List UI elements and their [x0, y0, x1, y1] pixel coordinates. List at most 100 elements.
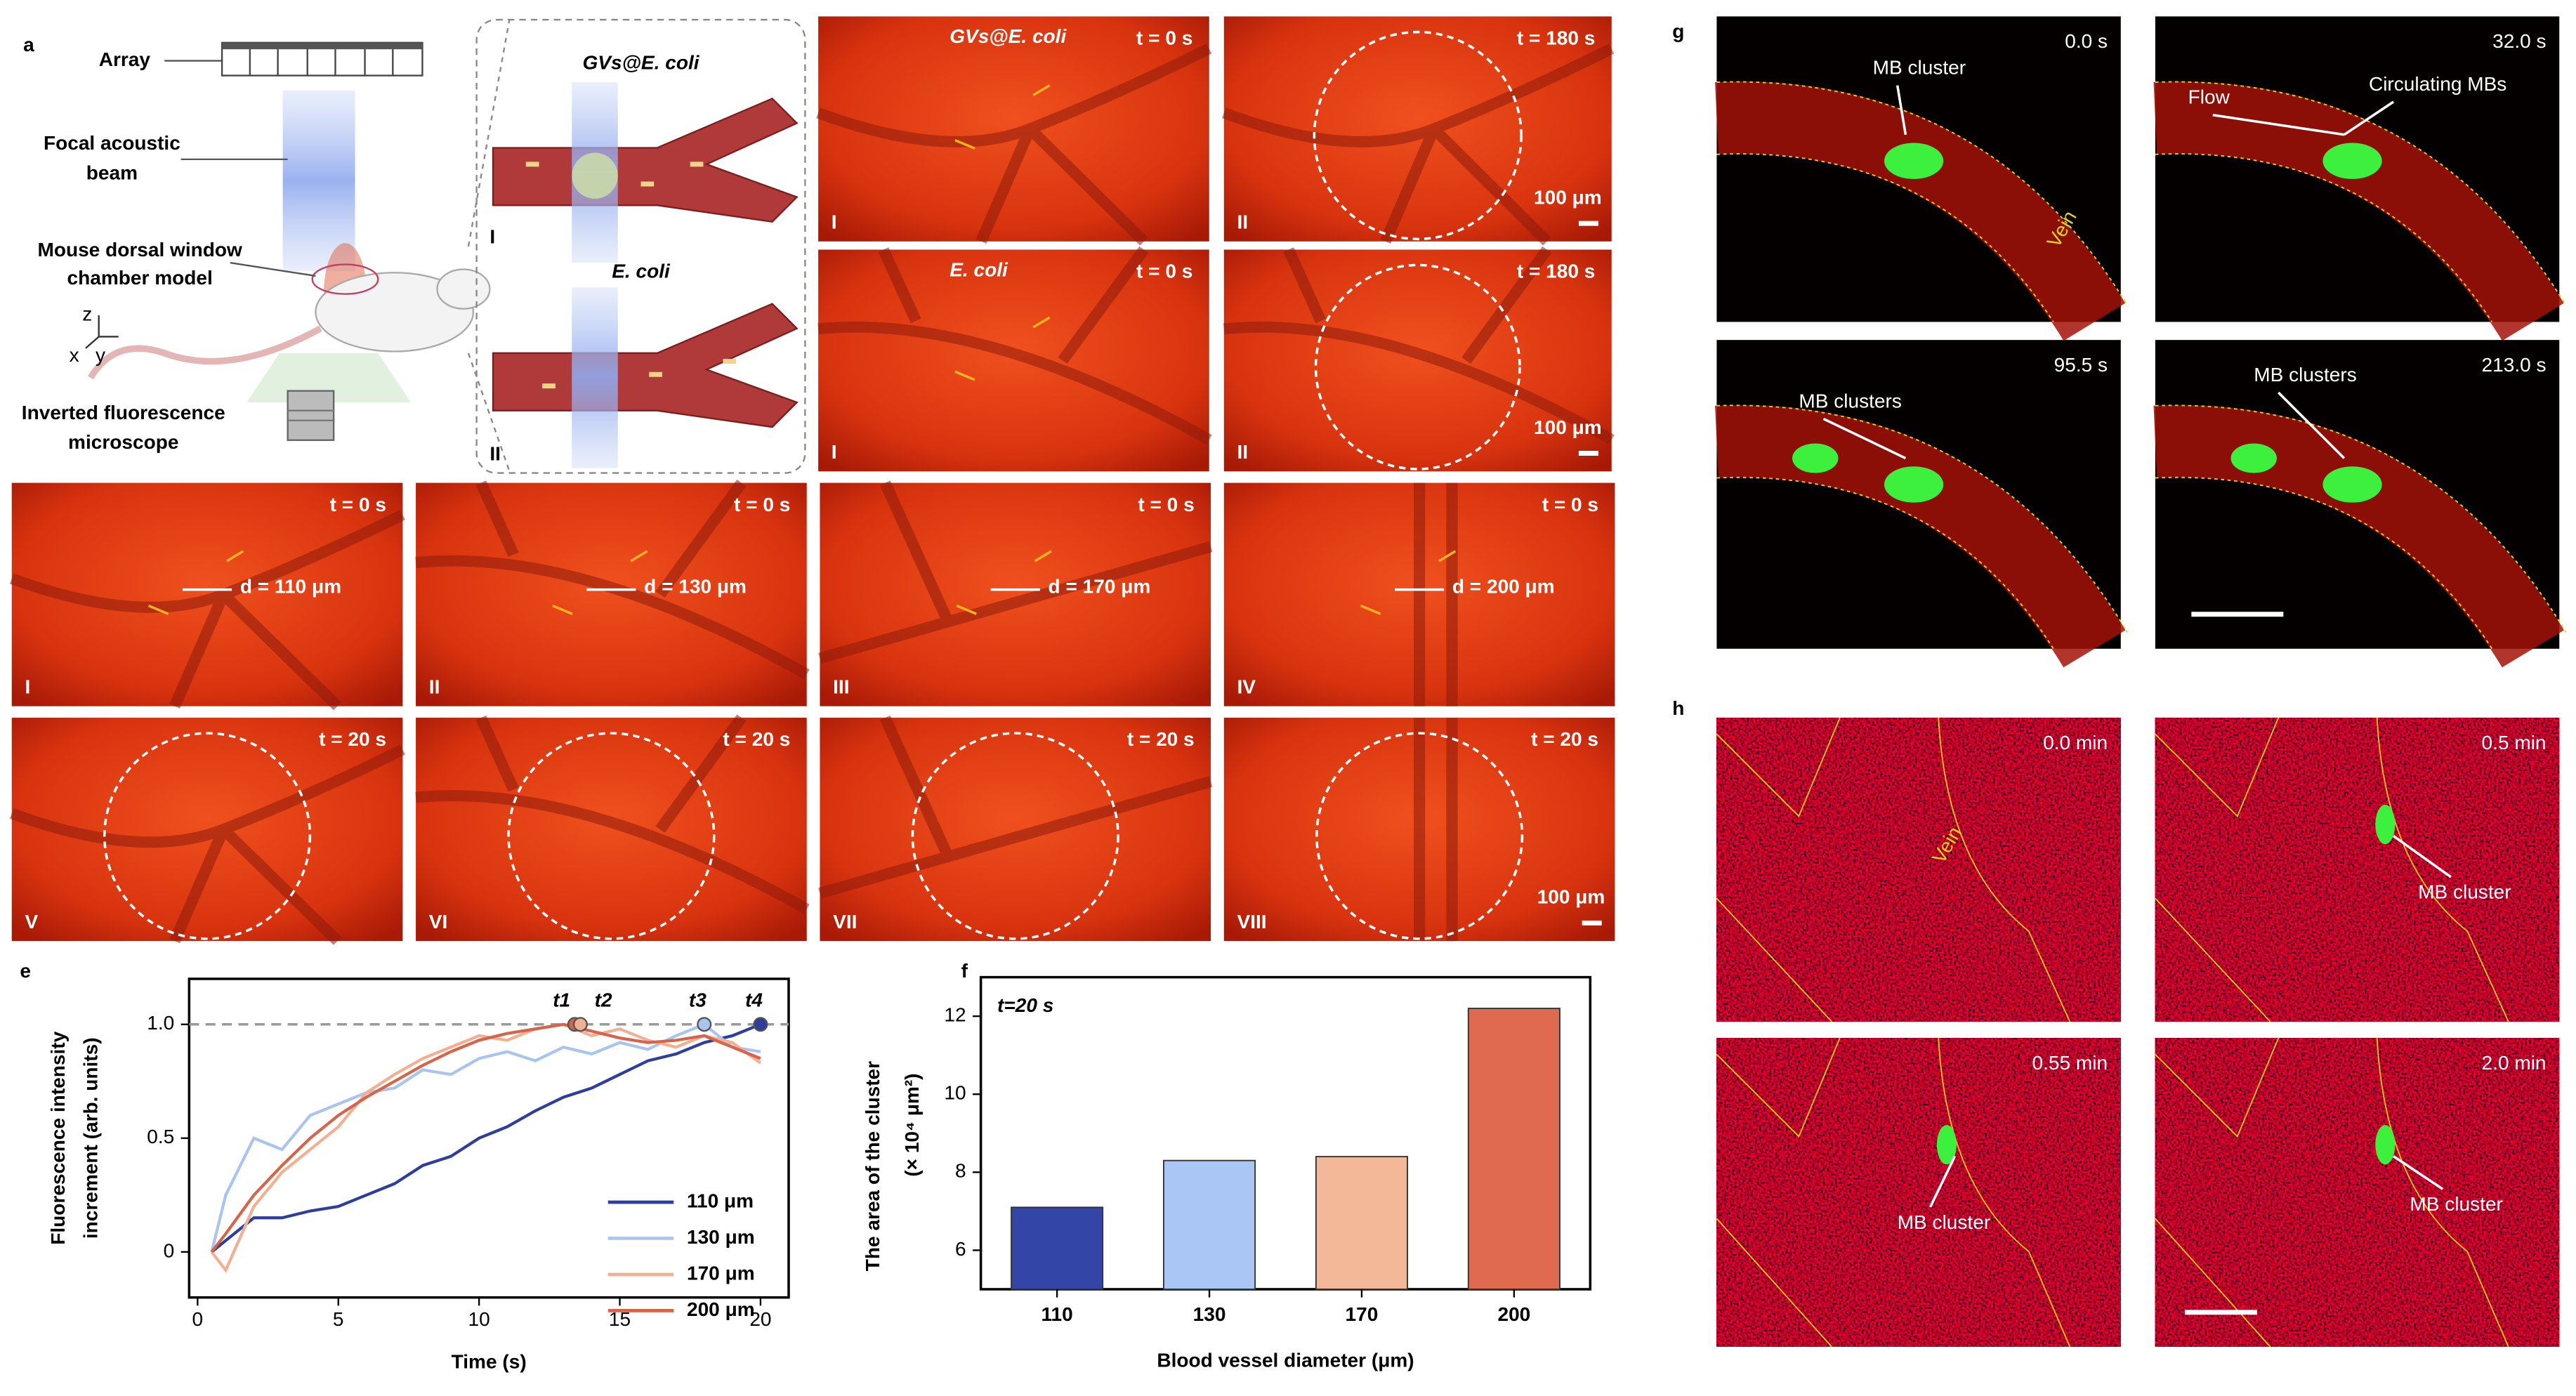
fluorescence-image	[2155, 1038, 2560, 1347]
mb-cluster	[2375, 805, 2396, 845]
fluorescence-image	[1716, 718, 2121, 1022]
vessel	[816, 43, 1212, 246]
roman: VIII	[1237, 911, 1266, 933]
label: Array	[99, 48, 151, 70]
timestamp: t = 0 s	[1136, 27, 1192, 49]
mb-cluster	[2322, 466, 2382, 503]
window-chamber	[311, 263, 379, 295]
annotation: MB clusters	[1799, 390, 1902, 411]
vein-edge	[1716, 1037, 2071, 1348]
pointer	[2393, 1155, 2444, 1190]
y-tick-label: 8	[955, 1160, 966, 1182]
mouse-tail	[87, 325, 322, 380]
timestamp: t = 0 s	[330, 494, 386, 515]
bar	[1315, 1156, 1408, 1290]
series-line	[211, 1022, 761, 1253]
annotation: MB cluster	[1873, 57, 1966, 79]
pointer	[1822, 417, 1907, 460]
timestamp: t = 180 s	[1517, 27, 1596, 49]
y-tick-label: 12	[944, 1004, 966, 1026]
mb-cluster	[2230, 443, 2277, 473]
acoustic-beam	[282, 90, 355, 271]
annotation: t=20 s	[997, 994, 1053, 1016]
y-axis-title: increment (arb. units)	[80, 1037, 102, 1239]
label: y	[96, 344, 105, 366]
series-line	[210, 1022, 761, 1253]
timestamp: 0.0 s	[2065, 30, 2108, 52]
annotation: MB cluster	[2410, 1193, 2502, 1215]
scale-label: 100 μm	[1534, 416, 1602, 438]
timestamp: t = 0 s	[1138, 494, 1194, 515]
x-axis-title: Time (s)	[452, 1351, 527, 1373]
legend-label: 130 μm	[687, 1226, 755, 1248]
annotation: Flow	[2188, 86, 2230, 108]
diameter: d = 130 μm	[644, 576, 747, 598]
bar	[1467, 1008, 1560, 1290]
label: E. coli	[612, 261, 671, 282]
flow-arrow	[956, 550, 1052, 615]
x-tick-label: 20	[749, 1308, 771, 1330]
timestamp: t = 20 s	[1531, 728, 1598, 750]
schematic	[85, 18, 806, 474]
label: Focal acoustic	[44, 132, 180, 154]
y-tick-label: 6	[955, 1238, 966, 1260]
diameter: d = 110 μm	[240, 576, 341, 598]
timestamp: 213.0 s	[2482, 354, 2547, 376]
vessel	[818, 715, 1213, 899]
series-line	[210, 1022, 762, 1273]
x-tick-label: 130	[1193, 1303, 1226, 1325]
fluorescence-image	[2155, 718, 2560, 1022]
micrograph	[820, 482, 1211, 706]
diameter: d = 200 μm	[1452, 576, 1555, 598]
y-tick-label: 10	[944, 1082, 966, 1104]
legend-label: 110 μm	[687, 1190, 754, 1211]
flow-arrow	[954, 84, 1051, 150]
vessel	[9, 509, 406, 711]
y-tick-label: 0	[164, 1239, 175, 1261]
vessel	[9, 744, 406, 945]
vein-edge	[1716, 81, 2128, 322]
vessel	[1413, 482, 1458, 706]
pointer	[2393, 835, 2452, 878]
y-axis-title: The area of the cluster	[862, 1061, 883, 1271]
flow-arrow	[147, 550, 244, 615]
peak-label: t2	[595, 989, 612, 1010]
vessel	[817, 246, 1212, 445]
roman: II	[429, 676, 440, 697]
x-tick-label: 5	[333, 1308, 344, 1330]
vein-edge	[2155, 1037, 2509, 1348]
timestamp: 95.5 s	[2054, 354, 2108, 376]
timestamp: 0.5 min	[2482, 732, 2547, 753]
vein-edge	[2155, 404, 2567, 650]
vein-edge	[1716, 717, 2071, 1022]
timestamp: t = 20 s	[1127, 728, 1195, 750]
label: beam	[86, 162, 138, 183]
mb-cluster	[2375, 1125, 2396, 1165]
x-axis-title: Blood vessel diameter (μm)	[1157, 1349, 1414, 1371]
micrograph	[820, 718, 1211, 942]
x-tick-label: 200	[1497, 1303, 1530, 1325]
label: chamber model	[67, 267, 213, 289]
mb-cluster	[1792, 443, 1839, 473]
peak-marker	[572, 1017, 588, 1032]
micrograph	[1223, 249, 1612, 472]
plot-frame	[979, 975, 1592, 1291]
label: Inverted fluorescence	[22, 402, 225, 423]
annotation: MB cluster	[1898, 1211, 1990, 1233]
array-top	[222, 42, 423, 50]
scale-label: 100 μm	[1537, 886, 1605, 908]
legend-label: 170 μm	[687, 1262, 755, 1284]
annotation: MB clusters	[2254, 364, 2357, 386]
array-cells	[249, 49, 394, 76]
bar	[1011, 1206, 1104, 1290]
acoustic-beam	[572, 287, 618, 468]
pointer	[2343, 100, 2395, 136]
mouse-body	[315, 272, 475, 353]
vessel	[492, 97, 799, 223]
fluorescence-image	[1716, 1038, 2121, 1347]
timestamp: 32.0 s	[2492, 30, 2546, 52]
flow-arrow	[1360, 550, 1457, 615]
timestamp: 2.0 min	[2482, 1052, 2547, 1074]
